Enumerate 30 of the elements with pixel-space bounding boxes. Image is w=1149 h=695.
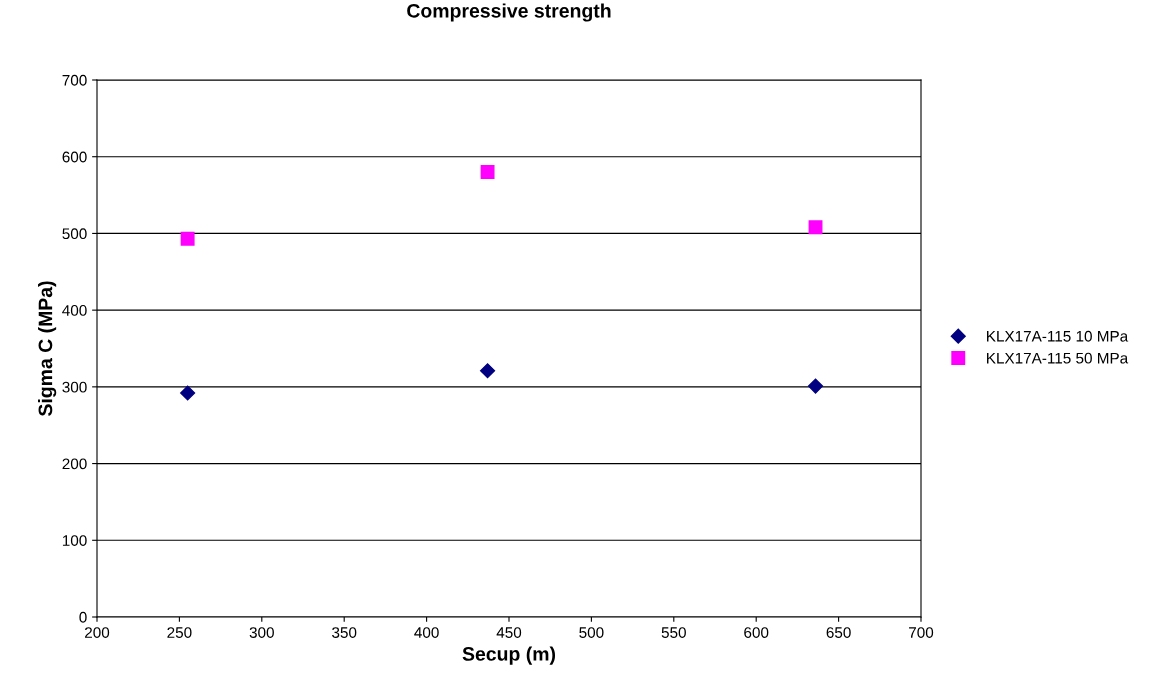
y-axis-title: Sigma C (MPa): [38, 281, 57, 416]
y-tick-label: 300: [62, 381, 87, 393]
x-tick-label: 700: [909, 627, 934, 638]
y-tick-label: 500: [62, 228, 87, 240]
x-tick-label: 450: [496, 627, 522, 638]
legend-label: KLX17A-115 10 MPa: [987, 330, 1129, 342]
point: [180, 231, 195, 246]
point: [480, 165, 495, 180]
x-axis-title: Secup (m): [462, 646, 556, 665]
x-tick-label: 200: [85, 627, 110, 638]
y-tick-label: 700: [62, 74, 87, 86]
x-tick-label: 400: [414, 627, 439, 638]
y-tick-label: 600: [62, 151, 87, 163]
legend-label: KLX17A-115 50 MPa: [987, 352, 1129, 364]
x-tick-label: 600: [744, 627, 769, 638]
y-tick-label: 0: [79, 611, 87, 623]
point: [480, 363, 496, 379]
x-tick-label: 350: [332, 627, 357, 638]
chart-title: Compressive strength: [407, 3, 611, 22]
y-tick-label: 200: [62, 458, 87, 470]
y-tick-label: 400: [62, 305, 87, 316]
point: [808, 220, 823, 235]
point: [807, 378, 824, 394]
x-tick-label: 250: [167, 627, 192, 638]
x-tick-label: 300: [249, 627, 274, 638]
point: [180, 385, 196, 401]
x-tick-label: 500: [579, 627, 604, 638]
y-tick-label: 100: [62, 535, 87, 546]
x-tick-label: 650: [826, 627, 851, 638]
x-tick-label: 550: [661, 627, 686, 638]
